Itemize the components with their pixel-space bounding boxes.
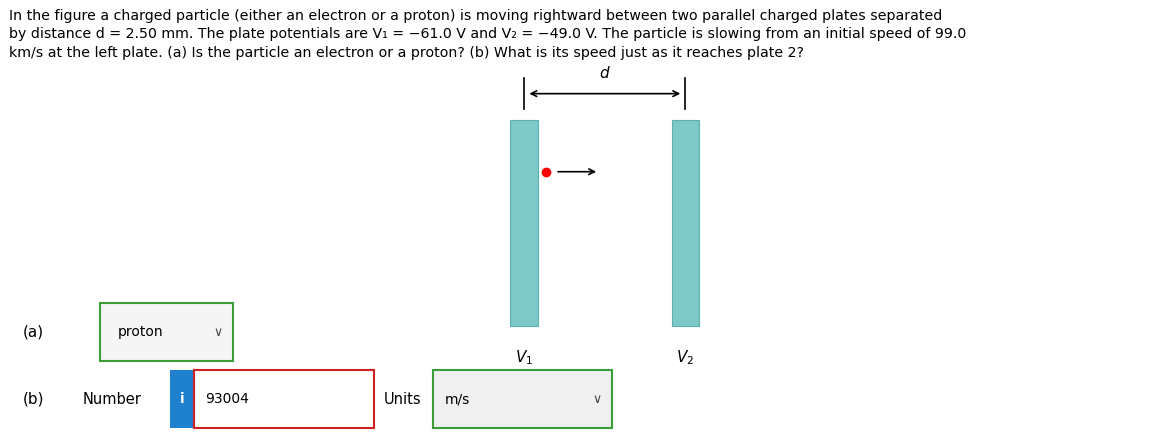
Text: ∨: ∨	[213, 326, 222, 339]
Text: Number: Number	[83, 392, 142, 407]
Text: (a): (a)	[23, 325, 44, 340]
Bar	[100, 303, 233, 361]
Text: In the figure a charged particle (either an electron or a proton) is moving righ: In the figure a charged particle (either…	[9, 9, 967, 60]
Bar	[170, 370, 194, 428]
Text: m/s: m/s	[445, 392, 470, 406]
Text: Units: Units	[384, 392, 422, 407]
Text: $d$: $d$	[599, 65, 611, 81]
Text: 93004: 93004	[205, 392, 249, 406]
Bar	[433, 370, 612, 428]
Text: ∨: ∨	[592, 392, 601, 406]
Text: i: i	[180, 392, 184, 406]
Text: (b): (b)	[23, 392, 45, 407]
Text: proton: proton	[118, 325, 164, 339]
Bar	[194, 370, 374, 428]
Text: $V_2$: $V_2$	[676, 348, 695, 367]
Text: $V_1$: $V_1$	[515, 348, 533, 367]
Bar	[510, 120, 538, 326]
Bar	[672, 120, 699, 326]
